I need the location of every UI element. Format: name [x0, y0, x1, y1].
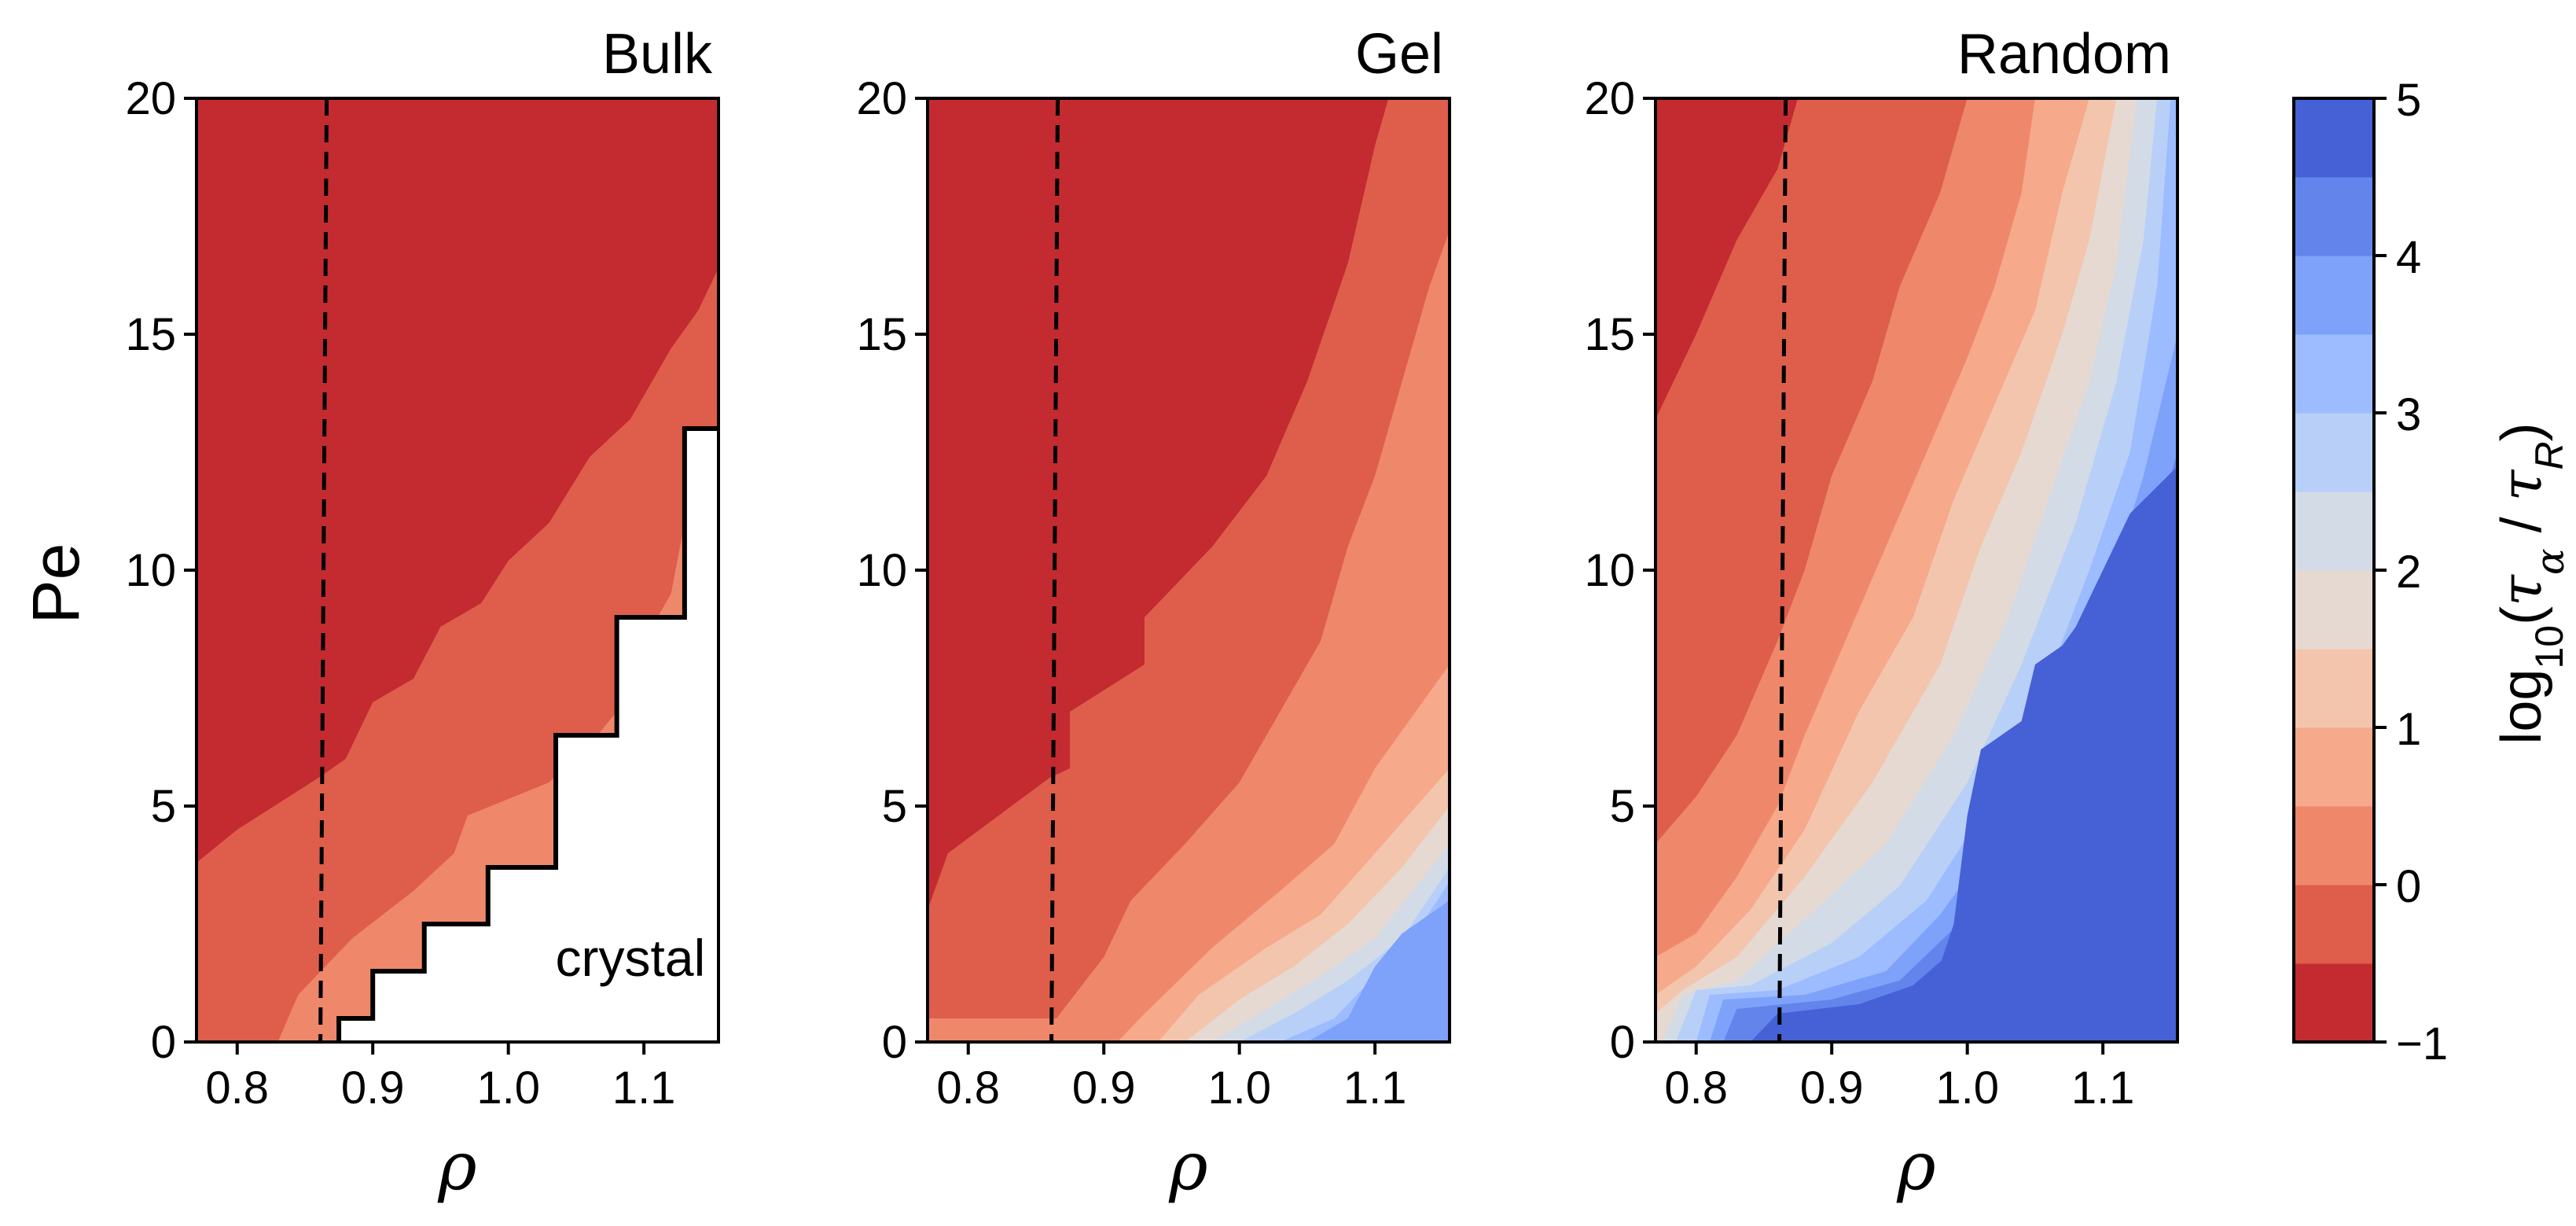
panel-title: Gel: [1355, 23, 1443, 86]
colorbar-tick-label: 4: [2396, 232, 2421, 283]
panel-random: 0.8 0.9 1.0 1.1 0 5 10 15 20 Random: [1584, 23, 2179, 1114]
colorbar-tick-label: 3: [2396, 389, 2421, 440]
y-tick-label: 10: [125, 545, 176, 596]
colorbar-tick-label: −1: [2396, 1018, 2448, 1070]
contour-region: [928, 867, 1450, 1042]
colorbar-segment: [2294, 413, 2374, 492]
dashed-reference-line: [1777, 98, 1788, 1042]
dashed-reference-line: [318, 98, 329, 1042]
colorbar-segment: [2294, 963, 2374, 1043]
x-tick-label: 1.1: [2071, 1062, 2135, 1114]
colorbar-tick-label: 0: [2396, 861, 2421, 912]
colorbar-segment: [2294, 492, 2374, 571]
y-tick-label: 0: [1610, 1017, 1635, 1068]
panel-gel: 0.8 0.9 1.0 1.1 0 5 10 15 20 Gel: [856, 23, 1451, 1114]
colorbar-segment: [2294, 885, 2374, 964]
y-tick-label: 10: [1584, 545, 1635, 596]
x-tick-label: 0.9: [1072, 1062, 1136, 1114]
x-tick-label: 1.0: [1207, 1062, 1271, 1114]
y-tick-label: 15: [856, 309, 907, 360]
y-tick-label: 5: [1610, 781, 1635, 832]
colorbar-tick-label: 1: [2396, 704, 2421, 755]
y-tick-label: 20: [1584, 73, 1635, 124]
colorbar-segment: [2294, 727, 2374, 807]
colorbar-tick-label: 2: [2396, 547, 2421, 598]
colorbar: −1 0 1 2 3 4 5: [2292, 75, 2448, 1070]
y-tick-label: 15: [125, 309, 176, 360]
colorbar-segment: [2294, 806, 2374, 885]
panel-bulk: 0.8 0.9 1.0 1.1 0 5 10 15 20 Bulk crystal: [125, 23, 720, 1114]
x-tick-label: 0.8: [1664, 1062, 1728, 1114]
x-tick-label: 1.1: [612, 1062, 676, 1114]
panel-title: Random: [1957, 23, 2171, 86]
x-axis-label-gel: ρ: [1168, 1128, 1207, 1205]
colorbar-segment: [2294, 649, 2374, 728]
y-tick-label: 20: [856, 73, 907, 124]
y-tick-label: 10: [856, 545, 907, 596]
y-tick-label: 5: [151, 781, 176, 832]
x-tick-label: 0.8: [205, 1062, 269, 1114]
y-tick-label: 0: [151, 1017, 176, 1068]
crystal-region: [339, 429, 718, 1042]
x-axis-label-bulk: ρ: [437, 1128, 476, 1205]
y-tick-label: 15: [1584, 309, 1635, 360]
y-tick-label: 0: [882, 1017, 907, 1068]
colorbar-segment: [2294, 256, 2374, 335]
y-tick-label: 5: [882, 781, 907, 832]
x-tick-label: 1.0: [1935, 1062, 1999, 1114]
contour-region: [928, 844, 1450, 1042]
x-tick-label: 0.9: [1800, 1062, 1864, 1114]
colorbar-tick-label: 5: [2396, 75, 2421, 126]
colorbar-segment: [2294, 98, 2374, 178]
crystal-annotation: crystal: [556, 929, 706, 987]
y-tick-label: 20: [125, 73, 176, 124]
y-axis-label: Pe: [19, 543, 93, 624]
panel-title: Bulk: [602, 23, 713, 86]
colorbar-segment: [2294, 570, 2374, 650]
crystal-boundary-line: [336, 426, 718, 1042]
colorbar-label: log10(τα / τR): [2488, 422, 2573, 744]
x-axis-label-random: ρ: [1896, 1128, 1935, 1205]
colorbar-segment: [2294, 177, 2374, 256]
dashed-reference-line: [1049, 98, 1060, 1042]
contour-region: [1655, 466, 2177, 1042]
colorbar-segment: [2294, 334, 2374, 414]
x-tick-label: 1.0: [476, 1062, 540, 1114]
contour-region: [928, 900, 1450, 1042]
x-tick-label: 0.9: [341, 1062, 405, 1114]
x-tick-label: 1.1: [1343, 1062, 1407, 1114]
contour-region: [928, 230, 1450, 1042]
x-tick-label: 0.8: [936, 1062, 1000, 1114]
